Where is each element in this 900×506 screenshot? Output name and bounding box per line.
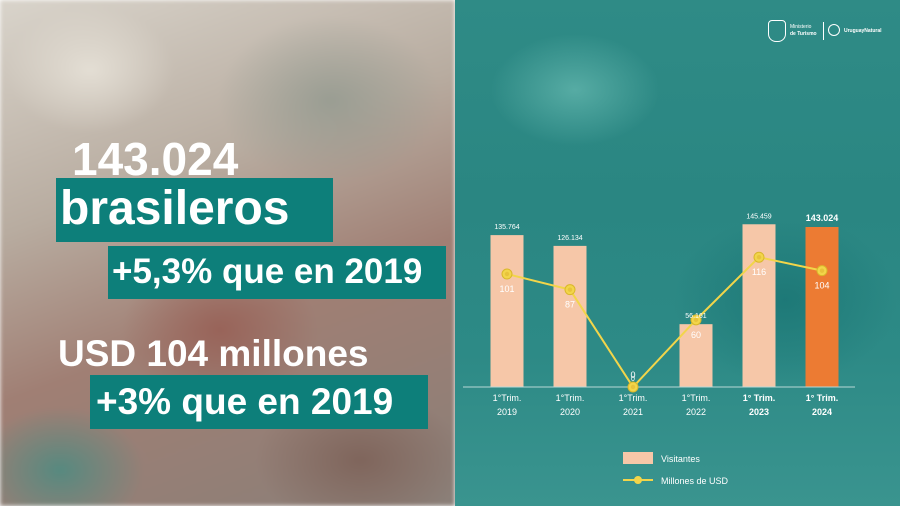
spend-change: +3% que en 2019 [96,381,394,422]
count-change: +5,3% que en 2019 [112,252,423,291]
bar-value-label-2: 0 [631,376,635,383]
usd-value-label-2: 0 [630,370,635,380]
usd-point-core-1 [567,287,573,292]
bar-0 [490,235,524,387]
x-tick-labels: 1°Trim. 2019 1°Trim. 2020 1°Trim. 2021 1°Trim.… [493,393,839,417]
bar-value-label-3: 56.161 [685,313,707,320]
usd-point-core-5 [819,268,825,273]
x-tick-label-3-line2: 2022 [686,407,706,417]
uruguay-natural-icon [828,24,840,36]
uruguay-natural-logo: UruguayNatural [828,22,890,40]
bar-5 [805,226,839,387]
bar-value-label-5: 143.024 [806,213,839,223]
legend-label-usd: Millones de USD [661,476,729,486]
chart: 135.764 126.134 0 56.161 145.459 143.024 101 87… [463,213,855,486]
nationality-highlight [56,178,333,242]
legend-label-visitantes: Visitantes [661,454,700,464]
spend-change-highlight [90,375,428,429]
usd-point-core-0 [504,271,510,277]
usd-line [506,256,823,389]
bar-1 [553,245,587,387]
usd-value-label-3: 60 [691,330,701,340]
logo-divider [823,22,824,40]
bar-series [490,224,839,387]
x-tick-label-0-line2: 2019 [497,407,517,417]
visitor-count: 143.024 [72,133,239,185]
legend-swatch-visitantes [623,452,653,464]
brand-label: UruguayNatural [844,28,882,34]
usd-point-core-3 [693,317,699,323]
legend: Visitantes Millones de USD [623,452,729,486]
x-tick-label-2-line1: 1°Trim. [619,393,648,403]
usd-point-core-4 [756,255,762,260]
x-tick-label-0-line1: 1°Trim. [493,393,522,403]
x-tick-label-1-line1: 1°Trim. [556,393,585,403]
bar-value-label-4: 145.459 [746,213,771,220]
nationality-label: brasileros [60,182,290,235]
x-tick-label-4-line1: 1° Trim. [743,393,776,403]
x-tick-label-5-line1: 1° Trim. [806,393,839,403]
bar-value-label-1: 126.134 [557,235,582,242]
bar-3 [679,324,713,387]
x-tick-label-4-line2: 2023 [749,407,769,417]
spend-amount: USD 104 millones [58,333,369,374]
data-labels: 135.764 126.134 0 56.161 145.459 143.024 101 87… [494,213,838,383]
usd-point-core-2 [630,384,636,390]
ministry-line2: de Turismo [790,31,817,37]
usd-value-label-4: 116 [752,267,766,277]
ministry-line1: Ministerio [790,24,812,30]
x-tick-label-1-line2: 2020 [560,407,580,417]
x-tick-label-3-line1: 1°Trim. [682,393,711,403]
x-tick-label-2-line2: 2021 [623,407,643,417]
count-change-highlight [108,246,446,299]
bar-value-label-0: 135.764 [494,224,519,231]
usd-value-label-1: 87 [565,300,575,310]
usd-value-label-0: 101 [499,284,514,294]
bar-4 [742,224,776,387]
line-series [501,251,828,393]
x-tick-label-5-line2: 2024 [812,407,832,417]
usd-value-label-5: 104 [814,281,829,291]
coat-of-arms-icon [768,20,786,42]
legend-swatch-usd-marker [634,476,642,484]
ministry-logo: Ministerio de Turismo [768,18,826,44]
